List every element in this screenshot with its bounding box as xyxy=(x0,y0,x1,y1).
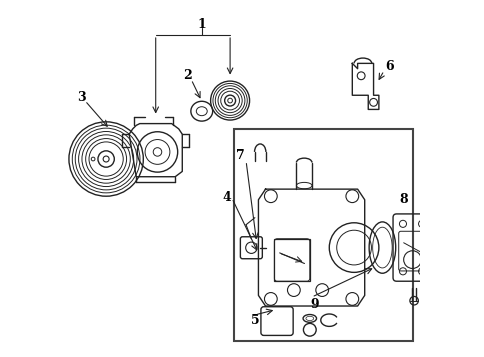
Text: 7: 7 xyxy=(236,149,244,162)
Text: 1: 1 xyxy=(197,18,206,31)
Text: 4: 4 xyxy=(222,191,230,205)
Text: 8: 8 xyxy=(398,193,407,206)
Bar xyxy=(274,239,309,281)
Text: 2: 2 xyxy=(183,69,192,82)
Bar xyxy=(233,129,412,341)
Text: 6: 6 xyxy=(384,60,393,74)
Text: 5: 5 xyxy=(250,314,258,327)
Text: 9: 9 xyxy=(310,298,319,311)
Text: 3: 3 xyxy=(77,91,86,104)
